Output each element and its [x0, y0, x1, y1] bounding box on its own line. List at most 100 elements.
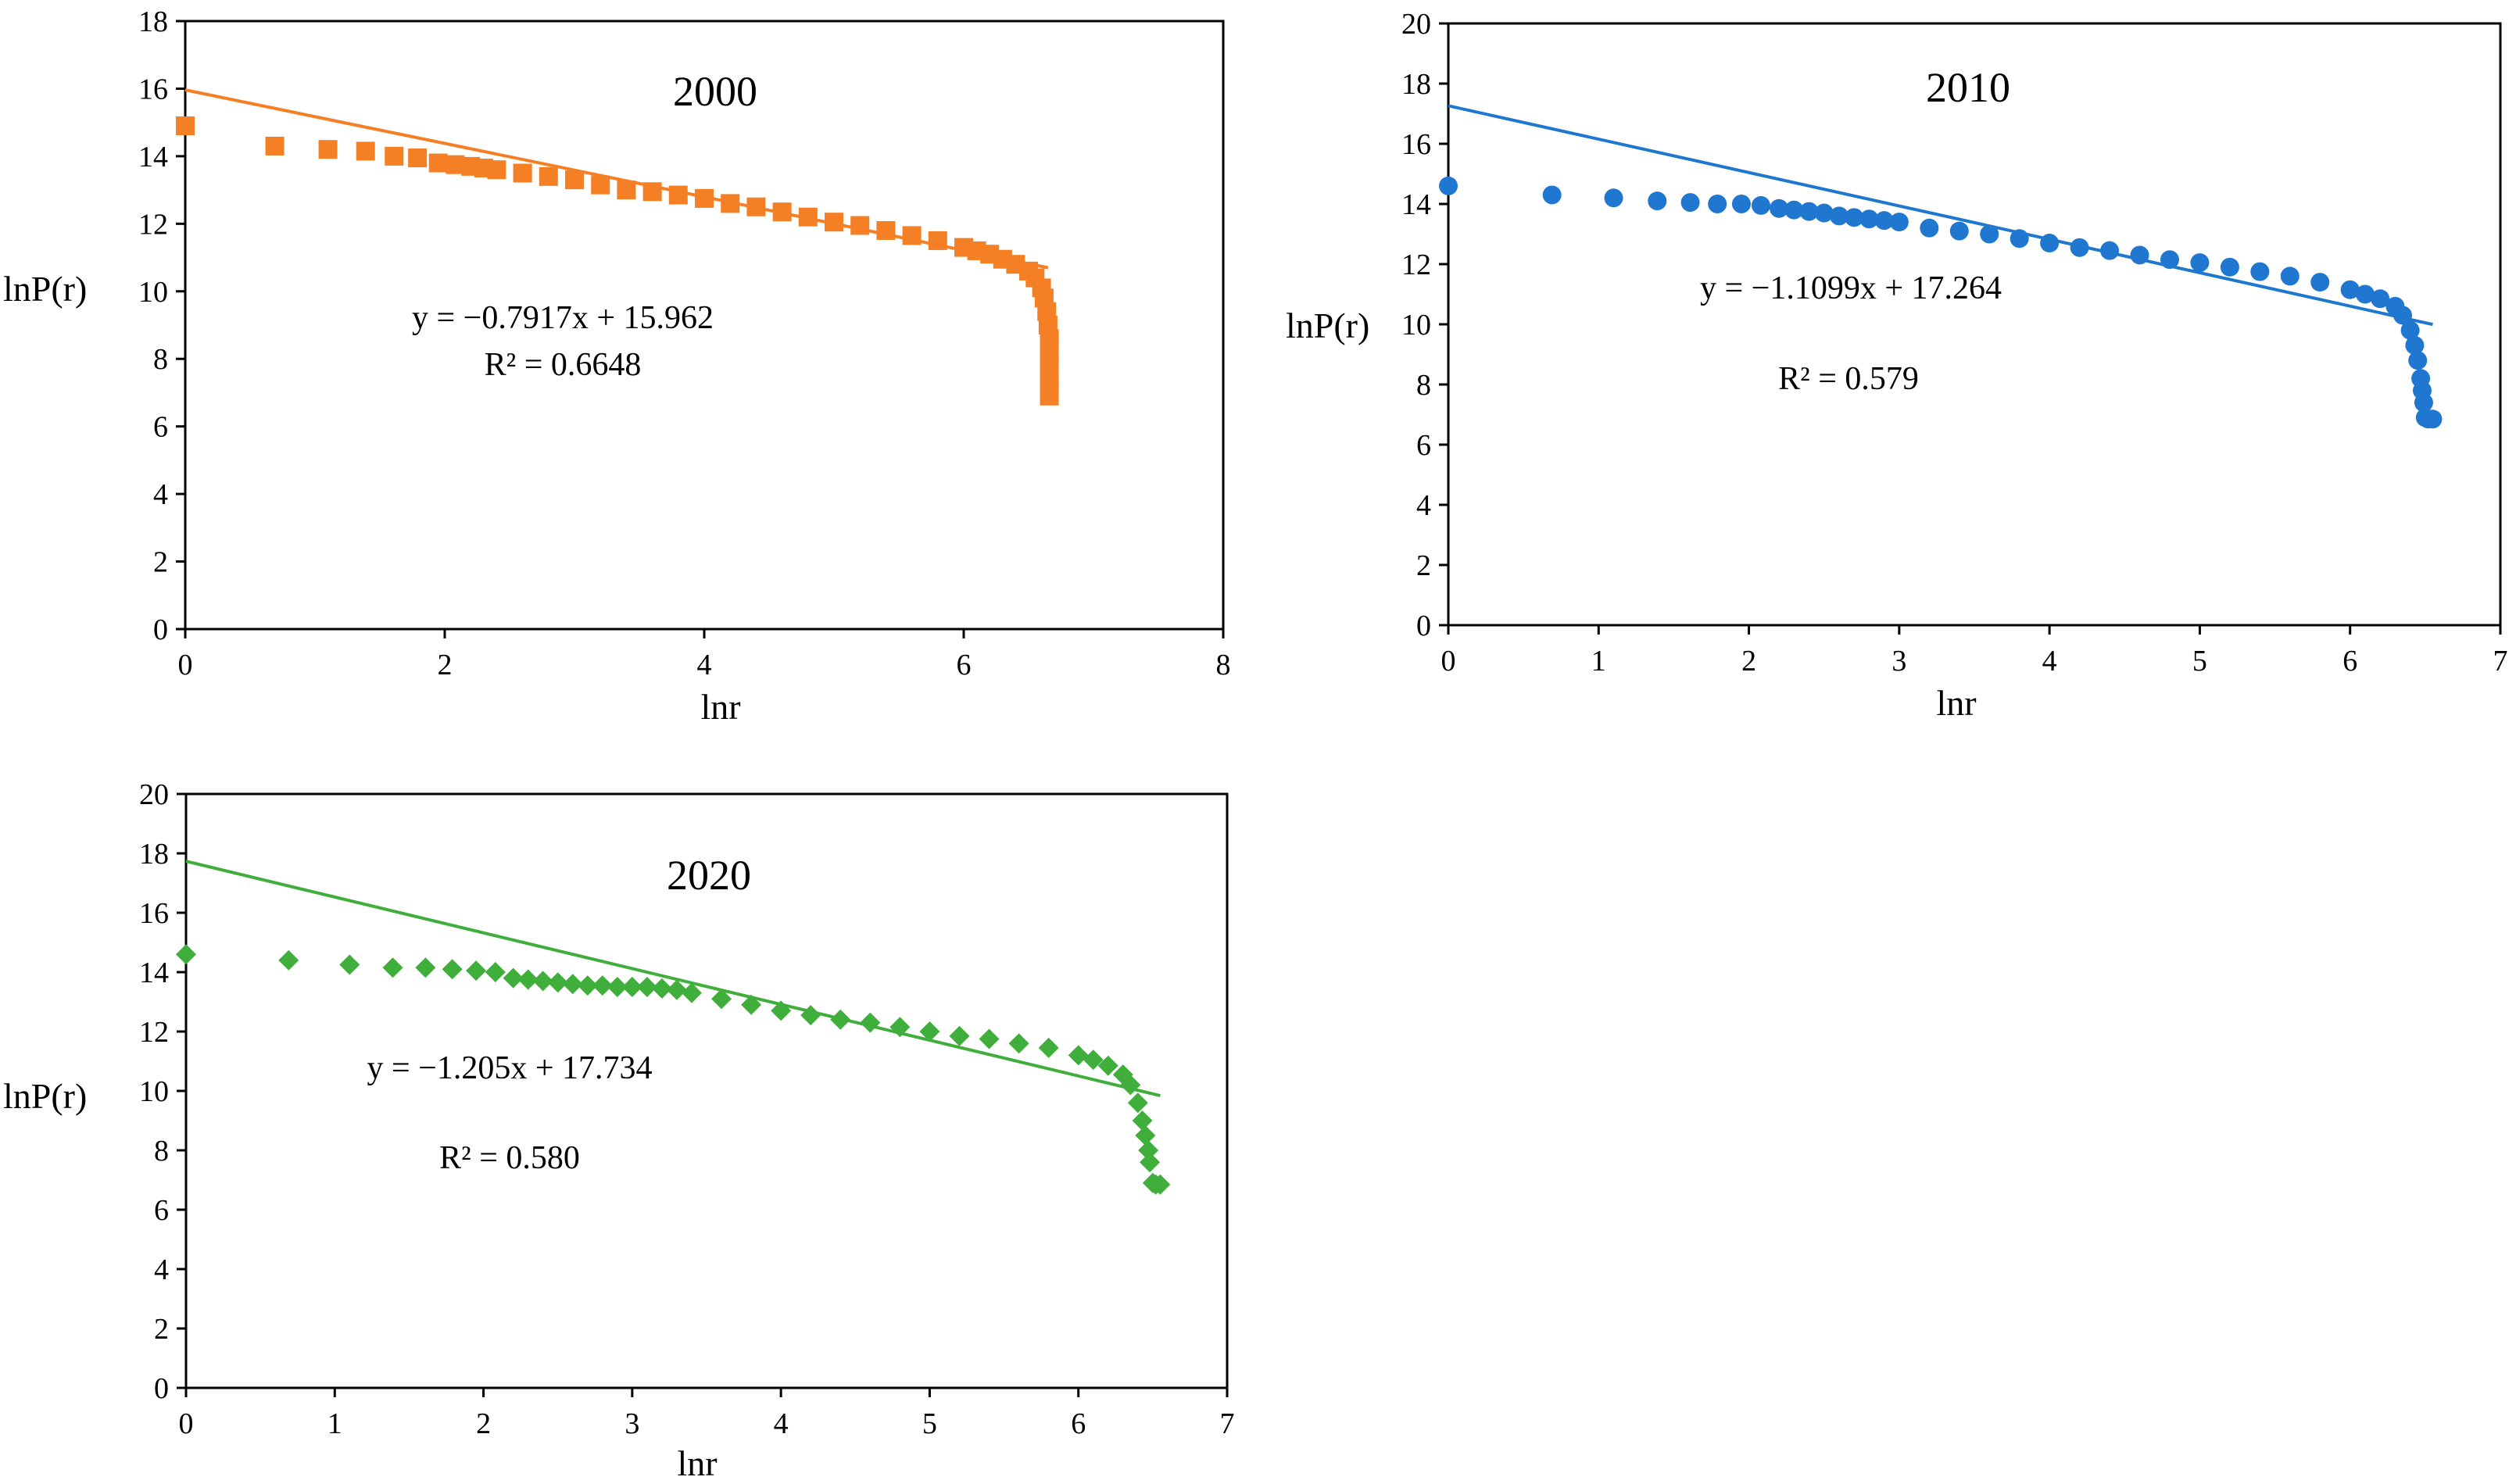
data-point: [265, 136, 285, 156]
data-point: [666, 979, 687, 1000]
x-tick-label: 5: [922, 1407, 937, 1440]
data-point: [1040, 386, 1059, 406]
x-tick-label: 6: [957, 649, 972, 681]
data-point: [1731, 195, 1751, 213]
data-point: [825, 213, 843, 232]
trendline: [1448, 104, 2433, 327]
data-point: [1889, 213, 1909, 232]
y-tick-label: 4: [153, 478, 168, 511]
data-point: [1799, 202, 1819, 221]
chart-title: 2020: [667, 852, 751, 899]
data-point: [668, 185, 688, 205]
data-point: [382, 957, 403, 978]
y-axis-label: lnP(r): [1286, 306, 1369, 345]
x-tick-label: 1: [1591, 645, 1606, 678]
data-point: [2010, 229, 2029, 249]
data-point: [1829, 206, 1849, 226]
y-tick-label: 8: [153, 343, 168, 376]
trendline-group: [185, 860, 1161, 1097]
data-point: [800, 1005, 821, 1026]
data-point: [318, 140, 338, 159]
chart-title: 2000: [673, 68, 757, 115]
data-point: [278, 949, 299, 971]
y-tick-label: 6: [153, 411, 168, 444]
data-point: [1040, 342, 1059, 362]
y-tick-label: 4: [1416, 489, 1431, 522]
y-tick-label: 20: [139, 778, 169, 811]
data-point: [1920, 218, 1939, 238]
data-point: [2371, 289, 2390, 309]
data-point: [408, 148, 428, 168]
x-tick-label: 2: [1741, 645, 1756, 678]
r-squared-label: R² = 0.579: [1778, 361, 1919, 397]
y-tick-label: 16: [138, 73, 168, 105]
data-point: [487, 160, 506, 180]
data-point: [876, 220, 896, 240]
y-tick-label: 0: [153, 613, 168, 646]
trendline-equation: y = −0.7917x + 15.962: [412, 300, 714, 336]
y-tick-label: 6: [1416, 429, 1431, 462]
x-tick-label: 7: [1220, 1407, 1235, 1440]
y-tick-label: 12: [138, 208, 168, 241]
y-tick-label: 10: [139, 1075, 169, 1108]
data-point: [503, 967, 524, 989]
data-point: [902, 226, 922, 245]
data-point: [2423, 409, 2443, 429]
data-point: [1770, 198, 1789, 218]
data-point: [2160, 250, 2179, 270]
data-point: [1949, 221, 1969, 241]
data-point: [695, 188, 714, 208]
plot-area-frame: [1447, 22, 2502, 627]
x-tick-label: 0: [179, 1407, 194, 1440]
data-point: [339, 954, 360, 975]
y-axis-label: lnP(r): [3, 269, 87, 309]
x-tick-label: 0: [1441, 645, 1456, 678]
data-point: [2405, 335, 2425, 355]
y-tick-label: 2: [1416, 549, 1431, 582]
x-axis-label: lnr: [1936, 683, 1976, 723]
y-tick-label: 16: [139, 897, 169, 930]
y-tick-label: 16: [1401, 128, 1431, 161]
data-point: [949, 1025, 970, 1046]
trendline-equation: y = −1.205x + 17.734: [367, 1050, 652, 1086]
data-point: [771, 1000, 792, 1021]
y-tick-label: 10: [138, 276, 168, 309]
data-point: [428, 153, 448, 173]
data-point: [1751, 195, 1770, 215]
data-point: [2414, 393, 2433, 413]
y-tick-label: 14: [1401, 188, 1431, 221]
data-point: [1127, 1092, 1148, 1114]
chart-2000: 0 2 4 6 8 10 12 14 16 18 0 2 4 6 8 2000 y = −0.7917x +…: [3, 5, 1231, 727]
r-squared-label: R² = 0.580: [439, 1140, 580, 1176]
data-point: [2100, 241, 2120, 260]
data-point: [772, 202, 792, 222]
data-point: [850, 216, 870, 235]
data-points: [1439, 176, 2443, 429]
data-point: [565, 170, 584, 190]
data-point: [577, 975, 598, 996]
x-tick-label: 7: [2493, 645, 2508, 678]
data-point: [517, 969, 539, 990]
data-point: [532, 971, 553, 992]
x-axis-label: lnr: [677, 1443, 717, 1483]
data-point: [607, 977, 628, 997]
data-point: [1859, 209, 1879, 229]
data-point: [928, 231, 947, 250]
y-tick-label: 6: [154, 1194, 169, 1227]
y-tick-label: 14: [138, 141, 168, 173]
data-point: [636, 977, 657, 997]
data-point: [415, 957, 436, 978]
data-point: [1874, 211, 1894, 231]
x-tick-label: 2: [438, 649, 453, 681]
data-point: [1135, 1125, 1156, 1146]
y-tick-label: 18: [1401, 68, 1431, 101]
data-point: [1439, 176, 1458, 195]
data-point: [2310, 273, 2330, 292]
data-point: [2130, 245, 2149, 265]
data-point: [721, 194, 740, 213]
chart-title: 2010: [1926, 64, 2010, 111]
data-point: [1097, 1055, 1118, 1076]
data-point: [513, 163, 532, 183]
